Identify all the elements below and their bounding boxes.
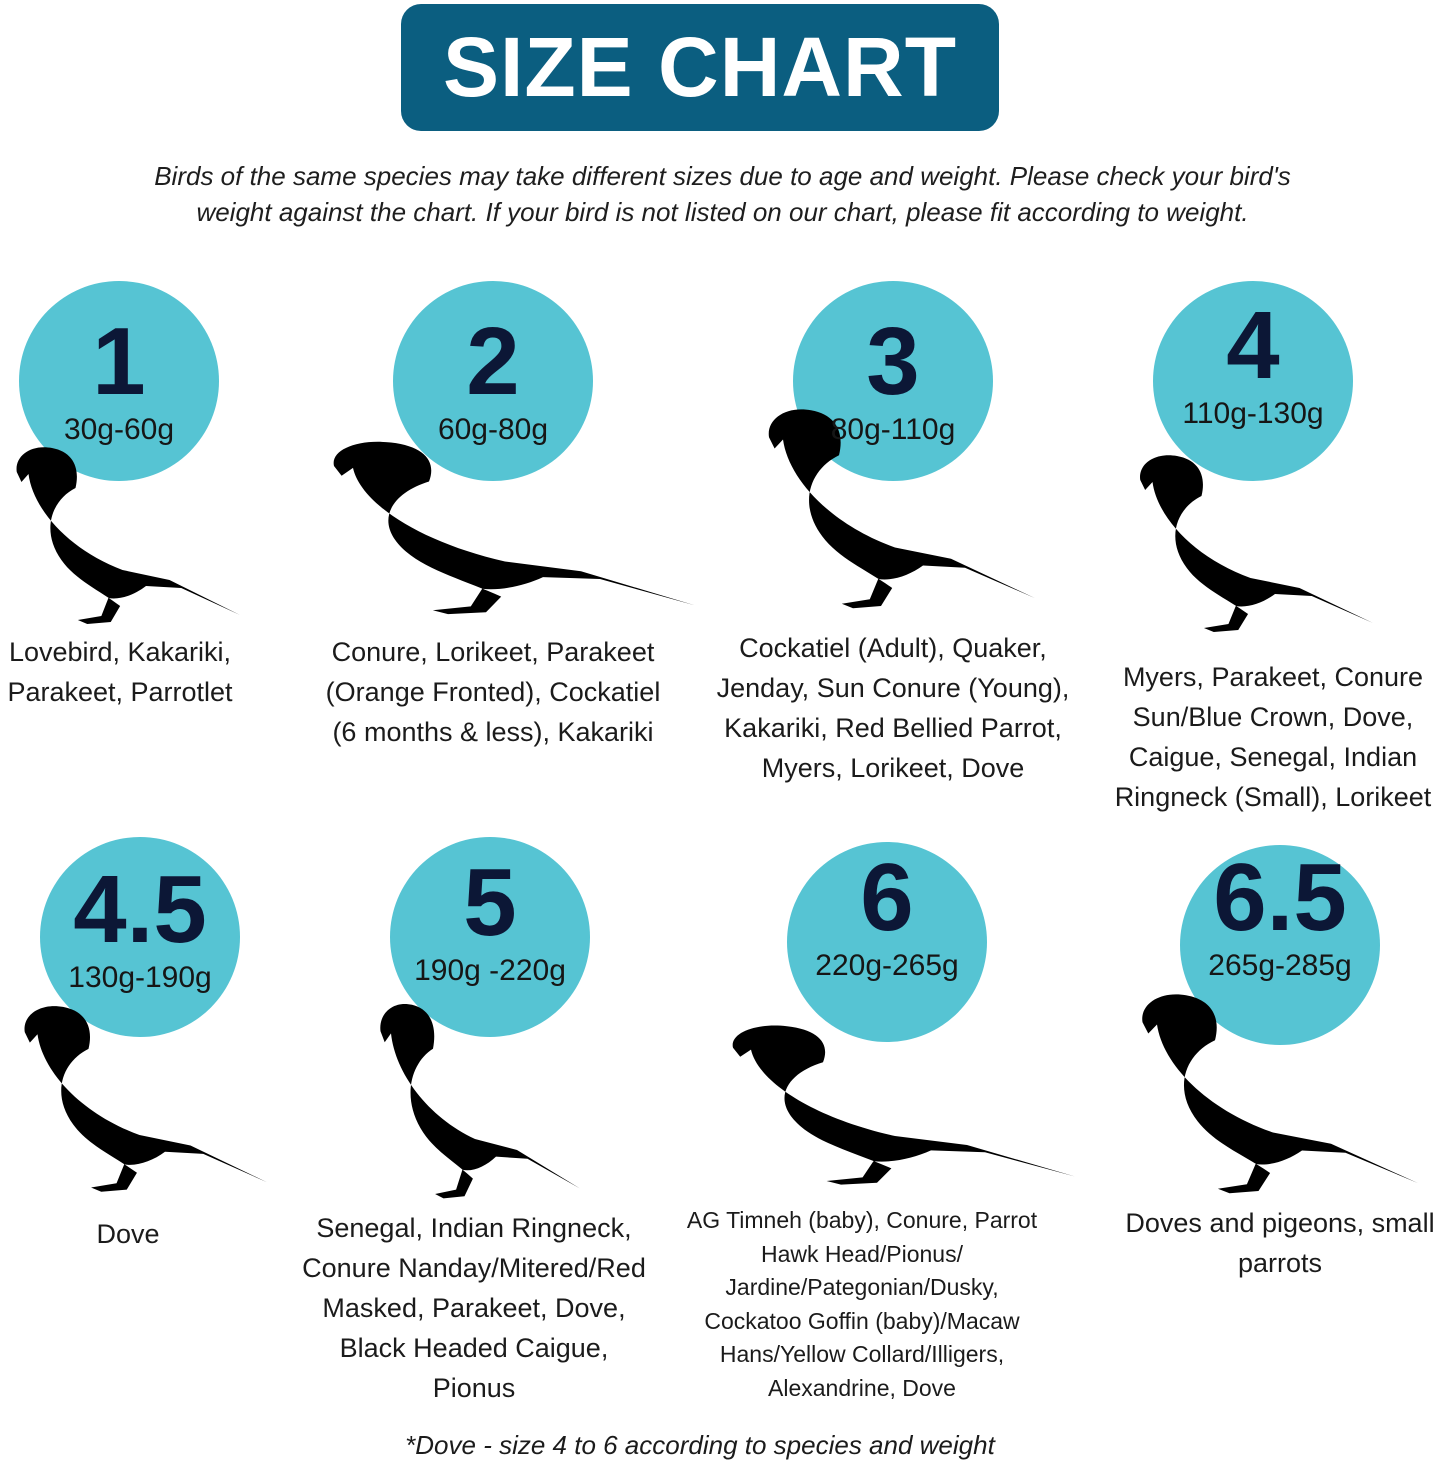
dove-silhouette-icon — [24, 1006, 267, 1192]
parakeet-silhouette-icon — [333, 441, 695, 615]
bird-silhouette — [333, 441, 695, 615]
weight-range: 80g-110g — [830, 413, 956, 446]
size-number: 6.5 — [1213, 844, 1347, 951]
bird-species-list: Senegal, Indian Ringneck, Conure Nanday/… — [302, 1213, 646, 1403]
size-number: 6 — [860, 844, 914, 951]
lovebird-silhouette-icon — [16, 447, 240, 624]
size-circle — [40, 837, 240, 1037]
size-circle — [1180, 845, 1380, 1045]
bird-species-list: Dove — [96, 1219, 160, 1249]
size-circle — [1153, 281, 1353, 481]
cockatiel-silhouette-icon — [768, 409, 1035, 609]
weight-range: 130g-190g — [68, 961, 212, 994]
size-number: 4 — [1226, 292, 1280, 399]
size-number: 3 — [866, 308, 920, 415]
parrot-silhouette-icon — [732, 1025, 1075, 1185]
size-circle — [787, 842, 987, 1042]
title-banner: SIZE CHART — [401, 4, 999, 131]
footnote: *Dove - size 4 to 6 according to species… — [405, 1430, 995, 1460]
size-number: 1 — [92, 308, 146, 415]
weight-range: 30g-60g — [63, 413, 175, 446]
bird-silhouette — [1140, 455, 1373, 632]
size-number: 2 — [466, 308, 520, 415]
bird-species-list: Conure, Lorikeet, Parakeet (Orange Front… — [325, 637, 661, 747]
parrot-silhouette-icon — [1140, 455, 1373, 632]
bird-silhouette — [24, 1006, 267, 1192]
weight-range: 190g -220g — [414, 954, 566, 987]
size-circle — [393, 281, 593, 481]
bird-silhouette — [1142, 994, 1418, 1194]
bird-silhouette — [380, 1003, 580, 1199]
bird-species-list: Doves and pigeons, small parrots — [1125, 1208, 1435, 1278]
weight-range: 220g-265g — [815, 949, 959, 982]
size-circle — [19, 281, 219, 481]
page-title: SIZE CHART — [443, 20, 957, 114]
weight-range: 265g-285g — [1208, 949, 1352, 982]
intro-text: Birds of the same species may take diffe… — [154, 161, 1291, 227]
bird-silhouette — [732, 1025, 1075, 1185]
size-number: 5 — [463, 849, 517, 956]
size-number: 4.5 — [73, 856, 207, 963]
parrot-silhouette-icon — [380, 1003, 580, 1199]
bird-species-list: Lovebird, Kakariki, Parakeet, Parrotlet — [7, 637, 233, 707]
bird-silhouette — [768, 409, 1035, 609]
bird-species-list: Cockatiel (Adult), Quaker, Jenday, Sun C… — [716, 633, 1070, 783]
bird-silhouette — [16, 447, 240, 624]
weight-range: 60g-80g — [437, 413, 549, 446]
bird-species-list: Myers, Parakeet, Conure Sun/Blue Crown, … — [1114, 662, 1432, 812]
size-circle — [390, 837, 590, 1037]
bird-species-list: AG Timneh (baby), Conure, Parrot Hawk He… — [686, 1207, 1038, 1401]
pigeon-silhouette-icon — [1142, 994, 1418, 1194]
weight-range: 110g-130g — [1182, 397, 1324, 430]
